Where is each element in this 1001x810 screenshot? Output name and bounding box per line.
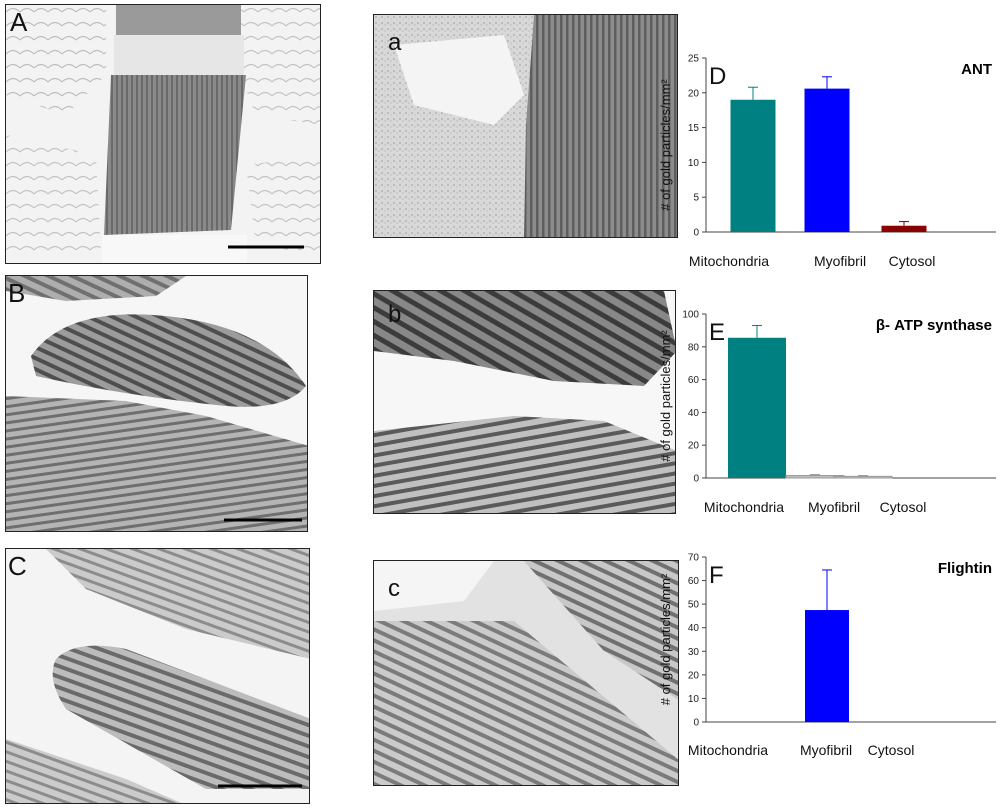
micrograph-c-image <box>6 549 309 803</box>
category-label-cytosol: Cytosol <box>868 742 915 758</box>
chart-f-svg: 0 10 20 30 40 50 60 70 # of gold particles/mm² F F… <box>658 553 996 758</box>
panel-label-b-lower: b <box>388 301 402 328</box>
chart-f-flightin: 0 10 20 30 40 50 60 70 # of gold particles/mm² F F… <box>650 545 1001 770</box>
y-tick-label: 100 <box>682 310 699 321</box>
micrograph-panel-a-small: a <box>373 14 678 238</box>
y-tick-label: 70 <box>688 553 700 564</box>
micrograph-panel-a-large: A <box>5 4 321 264</box>
bar-cytosol <box>833 475 893 479</box>
y-tick-label: 80 <box>688 342 700 353</box>
category-label-mitochondria: Mitochondria <box>688 742 768 758</box>
panel-label-c-upper: C <box>8 551 27 581</box>
panel-label-c-lower: c <box>388 575 400 602</box>
bar-mitochondria <box>730 99 776 232</box>
chart-d-ant: 0 5 10 15 20 25 # of gold particles/mm² D ANT Mit… <box>650 40 1001 290</box>
category-label-mitochondria: Mitochondria <box>689 253 769 269</box>
y-tick-label: 5 <box>693 193 699 204</box>
panel-label-a-upper: A <box>10 7 28 37</box>
y-tick-label: 40 <box>688 623 700 634</box>
panel-label-a-lower: a <box>388 29 402 56</box>
chart-title: ANT <box>961 61 992 78</box>
category-label-myofibril: Myofibril <box>814 253 866 269</box>
y-tick-label: 25 <box>688 54 700 65</box>
y-tick-label: 0 <box>693 474 699 485</box>
y-tick-label: 0 <box>693 228 699 239</box>
y-tick-label: 20 <box>688 441 700 452</box>
y-tick-label: 20 <box>688 670 700 681</box>
y-tick-label: 60 <box>688 576 700 587</box>
y-axis-label: # of gold particles/mm² <box>658 573 673 705</box>
category-label-cytosol: Cytosol <box>880 499 927 515</box>
micrograph-b-zoom-image <box>374 291 675 513</box>
bar-mitochondria <box>728 337 786 478</box>
micrograph-b-image <box>6 276 307 531</box>
chart-title: β- ATP synthase <box>876 317 992 334</box>
micrograph-a-image <box>6 5 320 263</box>
bar-myofibril <box>805 610 849 722</box>
y-tick-label: 60 <box>688 375 700 386</box>
category-label-myofibril: Myofibril <box>808 499 860 515</box>
y-tick-label: 10 <box>688 158 700 169</box>
chart-d-svg: 0 5 10 15 20 25 # of gold particles/mm² D ANT Mit… <box>658 54 996 269</box>
bar-cytosol <box>881 225 927 232</box>
micrograph-panel-c-large: C <box>5 548 310 804</box>
panel-label-b-upper: B <box>8 278 26 308</box>
panel-letter-label: D <box>709 63 726 90</box>
category-label-myofibril: Myofibril <box>800 742 852 758</box>
panel-letter-label: E <box>709 319 725 346</box>
micrograph-panel-c-small: c <box>373 560 679 786</box>
y-tick-label: 40 <box>688 408 700 419</box>
y-tick-label: 0 <box>693 718 699 729</box>
micrograph-a-zoom-image <box>374 15 677 237</box>
bar-myofibril <box>804 88 850 233</box>
y-tick-label: 30 <box>688 647 700 658</box>
y-tick-label: 20 <box>688 88 700 99</box>
category-label-mitochondria: Mitochondria <box>704 499 784 515</box>
category-label-cytosol: Cytosol <box>889 253 936 269</box>
chart-title: Flightin <box>938 560 992 577</box>
micrograph-c-zoom-image <box>374 561 678 785</box>
y-axis-label: # of gold particles/mm² <box>658 79 673 211</box>
y-tick-label: 10 <box>688 694 700 705</box>
micrograph-panel-b-large: B <box>5 275 308 532</box>
y-tick-label: 50 <box>688 600 700 611</box>
y-tick-label: 15 <box>688 123 700 134</box>
micrograph-panel-b-small: b <box>373 290 676 514</box>
y-axis-label: # of gold particles/mm² <box>658 330 673 462</box>
panel-letter-label: F <box>709 562 724 589</box>
